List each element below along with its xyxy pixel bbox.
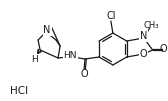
Text: N: N [43,25,51,35]
Text: O: O [80,69,88,79]
Text: HCl: HCl [10,86,28,96]
Text: N: N [140,31,147,41]
Text: Cl: Cl [106,11,116,21]
Text: CH₃: CH₃ [144,21,159,29]
Text: H: H [31,55,37,65]
Text: O: O [160,44,167,54]
Text: O: O [140,49,148,59]
Text: HN: HN [63,52,77,60]
